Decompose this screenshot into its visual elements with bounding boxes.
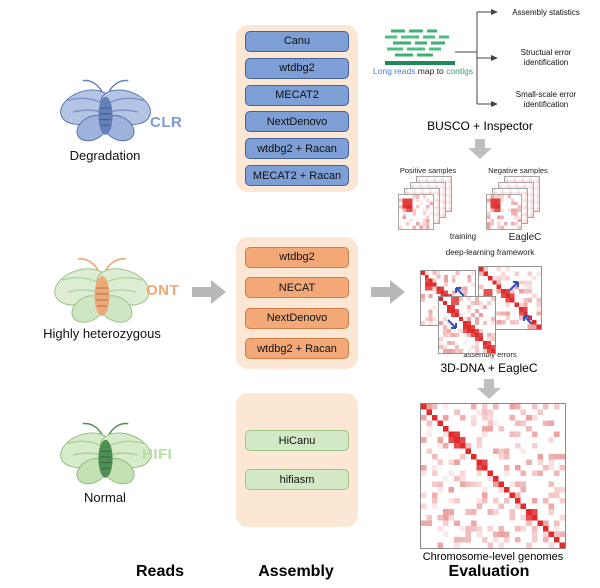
training-label: training: [449, 232, 477, 241]
bracket-item-small-scale-error: Small-scale error identification: [515, 90, 577, 109]
eaglec-label: EagleC: [508, 232, 542, 243]
chromosome-level-genomes-label: Chromosome-level genomes: [422, 551, 564, 563]
3ddna-eaglec-label: 3D-DNA + EagleC: [440, 361, 538, 375]
map-to-text: map to: [415, 66, 447, 76]
tool-box-nextdenovo-ont: NextDenovo: [245, 307, 349, 329]
sample-heatmap: [487, 195, 521, 229]
clr-moth-illustration: [58, 72, 153, 152]
hifi-read-label: Normal: [84, 490, 126, 505]
deep-learning-framework-label: deep-learning framework: [445, 248, 535, 257]
clr-read-label: Degradation: [69, 148, 141, 163]
mapping-caption: Long reads map to contigs: [366, 66, 480, 76]
tool-box-mecat2-racan: MECAT2 + Racan: [245, 165, 349, 187]
reads-to-assembly-arrow: [192, 280, 226, 304]
sample-card-front: [398, 194, 434, 230]
assembly-group-hifi: HiCanu hifiasm: [236, 393, 358, 527]
assembly-errors-label: assembly errors: [463, 350, 517, 359]
negative-samples-label: Negative samples: [488, 166, 548, 175]
ont-moth-illustration: [52, 250, 152, 334]
long-reads-text: Long reads: [372, 66, 416, 76]
error-marker-arrow: [509, 281, 519, 291]
footer-evaluation-label: Evaluation: [448, 563, 530, 580]
tool-box-necat: NECAT: [245, 277, 349, 299]
ont-read-tag: ONT: [146, 282, 180, 299]
bracket-item-structural-error: Structual error identification: [520, 48, 572, 67]
tool-box-mecat2: MECAT2: [245, 84, 349, 106]
assembly-to-evaluation-arrow: [371, 280, 405, 304]
error-marker-arrow: [455, 287, 465, 297]
tool-box-wtdbg2-racan-ont: wtdbg2 + Racan: [245, 338, 349, 360]
tool-box-wtdbg2-racan: wtdbg2 + Racan: [245, 138, 349, 160]
clr-read-tag: CLR: [150, 114, 183, 131]
sample-card-front: [486, 194, 522, 230]
bracket-item-assembly-statistics: Assembly statistics: [512, 8, 580, 17]
footer-assembly-label: Assembly: [258, 563, 334, 580]
read-mapping-icon: [385, 29, 455, 65]
down-arrow-2: [477, 379, 501, 399]
tool-box-wtdbg2: wtdbg2: [245, 57, 349, 79]
error-heatmap-grid: [439, 297, 495, 353]
hifi-read-tag: HIFI: [142, 446, 173, 463]
tool-box-wtdbg2-ont: wtdbg2: [245, 246, 349, 268]
contigs-text: contigs: [446, 66, 474, 76]
assembly-group-ont: wtdbg2 NECAT NextDenovo wtdbg2 + Racan: [236, 237, 358, 369]
error-heatmap-3: [438, 296, 496, 354]
tool-box-hicanu: HiCanu: [245, 430, 349, 451]
tool-box-hifiasm: hifiasm: [245, 469, 349, 490]
ont-read-label: Highly heterozygous: [43, 326, 161, 341]
down-arrow-1: [468, 139, 492, 159]
negative-samples-stack: [486, 176, 548, 232]
busco-inspector-label: BUSCO + Inspector: [427, 119, 533, 133]
tool-box-nextdenovo: NextDenovo: [245, 111, 349, 133]
sample-heatmap: [399, 195, 433, 229]
hifi-moth-illustration: [58, 415, 153, 495]
assembly-group-clr: Canu wtdbg2 MECAT2 NextDenovo wtdbg2 + R…: [236, 25, 358, 192]
footer-reads-label: Reads: [135, 563, 185, 580]
chromosome-heatmap-grid: [421, 404, 565, 548]
tool-box-canu: Canu: [245, 30, 349, 52]
positive-samples-label: Positive samples: [399, 166, 457, 175]
error-marker-arrow: [523, 315, 533, 325]
chromosome-heatmap: [420, 403, 566, 549]
positive-samples-stack: [398, 176, 460, 232]
evaluation-bracket: [455, 9, 498, 107]
error-marker-arrow: [447, 319, 457, 329]
